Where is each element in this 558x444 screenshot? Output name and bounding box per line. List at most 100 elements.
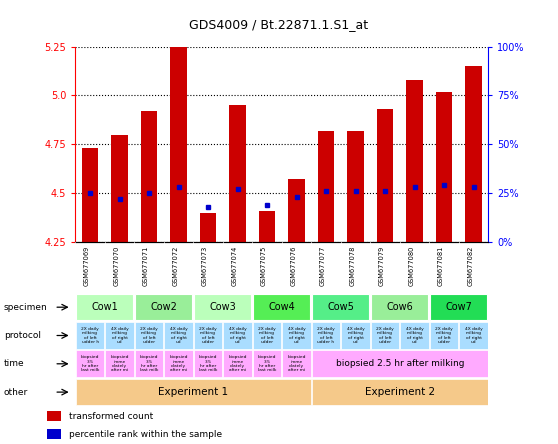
- Text: GSM677071: GSM677071: [143, 246, 149, 286]
- Bar: [165, 350, 193, 377]
- Bar: [194, 350, 222, 377]
- Bar: [105, 322, 134, 349]
- Bar: [82, 148, 98, 242]
- Bar: [465, 66, 482, 242]
- Text: Cow3: Cow3: [209, 302, 236, 312]
- Text: Experiment 2: Experiment 2: [365, 387, 435, 397]
- Text: Cow5: Cow5: [328, 302, 354, 312]
- Text: biopsied
imme
diately
after mi: biopsied imme diately after mi: [287, 355, 306, 372]
- Bar: [170, 47, 187, 242]
- Bar: [135, 294, 193, 320]
- Text: GSM677080: GSM677080: [408, 246, 415, 286]
- Text: 4X daily
milking
of right
ud: 4X daily milking of right ud: [229, 327, 247, 344]
- Bar: [282, 322, 311, 349]
- Bar: [430, 294, 487, 320]
- Bar: [112, 135, 128, 242]
- Text: biopsied
3.5
hr after
last milk: biopsied 3.5 hr after last milk: [199, 355, 217, 372]
- Bar: [400, 322, 429, 349]
- Text: biopsied
imme
diately
after mi: biopsied imme diately after mi: [169, 355, 188, 372]
- Text: 4X daily
milking
of right
ud: 4X daily milking of right ud: [288, 327, 305, 344]
- Bar: [47, 411, 61, 421]
- Bar: [165, 322, 193, 349]
- Text: GSM677073: GSM677073: [202, 246, 208, 286]
- Bar: [253, 322, 281, 349]
- Bar: [459, 322, 488, 349]
- Text: GSM677079: GSM677079: [379, 246, 385, 286]
- Bar: [135, 322, 163, 349]
- Bar: [223, 350, 252, 377]
- Bar: [76, 350, 104, 377]
- Bar: [371, 322, 399, 349]
- Bar: [253, 294, 310, 320]
- Bar: [282, 350, 311, 377]
- Text: GSM677082: GSM677082: [468, 246, 474, 286]
- Text: 2X daily
milking
of left
udder: 2X daily milking of left udder: [199, 327, 217, 344]
- Text: 4X daily
milking
of right
ud: 4X daily milking of right ud: [406, 327, 424, 344]
- Bar: [430, 322, 458, 349]
- Text: biopsied
3.5
hr after
last milk: biopsied 3.5 hr after last milk: [81, 355, 99, 372]
- Bar: [223, 322, 252, 349]
- Text: specimen: specimen: [4, 303, 47, 312]
- Text: 2X daily
milking
of left
udder h: 2X daily milking of left udder h: [81, 327, 99, 344]
- Text: transformed count: transformed count: [69, 412, 153, 420]
- Bar: [436, 91, 452, 242]
- Text: Experiment 1: Experiment 1: [158, 387, 228, 397]
- Bar: [229, 105, 246, 242]
- Bar: [76, 379, 311, 405]
- Text: GSM677072: GSM677072: [172, 246, 179, 286]
- Bar: [348, 131, 364, 242]
- Bar: [312, 294, 369, 320]
- Text: Cow7: Cow7: [445, 302, 472, 312]
- Bar: [47, 429, 61, 440]
- Bar: [200, 213, 216, 242]
- Text: 2X daily
milking
of left
udder: 2X daily milking of left udder: [258, 327, 276, 344]
- Bar: [141, 111, 157, 242]
- Text: Cow6: Cow6: [386, 302, 413, 312]
- Text: 2X daily
milking
of left
udder: 2X daily milking of left udder: [435, 327, 453, 344]
- Text: biopsied
3.5
hr after
last milk: biopsied 3.5 hr after last milk: [140, 355, 158, 372]
- Text: percentile rank within the sample: percentile rank within the sample: [69, 430, 222, 439]
- Text: Cow2: Cow2: [150, 302, 177, 312]
- Text: time: time: [4, 359, 25, 369]
- Bar: [312, 322, 340, 349]
- Text: 4X daily
milking
of right
ud: 4X daily milking of right ud: [465, 327, 482, 344]
- Bar: [194, 294, 252, 320]
- Bar: [135, 350, 163, 377]
- Text: biopsied
imme
diately
after mi: biopsied imme diately after mi: [110, 355, 129, 372]
- Text: 2X daily
milking
of left
udder: 2X daily milking of left udder: [140, 327, 158, 344]
- Text: 4X daily
milking
of right
ud: 4X daily milking of right ud: [170, 327, 187, 344]
- Text: GSM677070: GSM677070: [114, 246, 119, 286]
- Text: GSM677081: GSM677081: [438, 246, 444, 286]
- Text: GSM677075: GSM677075: [261, 246, 267, 286]
- Text: GSM677077: GSM677077: [320, 246, 326, 286]
- Text: GSM677074: GSM677074: [232, 246, 238, 286]
- Text: other: other: [4, 388, 28, 396]
- Bar: [288, 179, 305, 242]
- Bar: [341, 322, 370, 349]
- Bar: [253, 350, 281, 377]
- Text: biopsied
imme
diately
after mi: biopsied imme diately after mi: [228, 355, 247, 372]
- Text: 4X daily
milking
of right
ud: 4X daily milking of right ud: [347, 327, 364, 344]
- Text: biopsied 2.5 hr after milking: biopsied 2.5 hr after milking: [335, 359, 464, 369]
- Text: protocol: protocol: [4, 331, 41, 340]
- Bar: [76, 322, 104, 349]
- Text: GSM677078: GSM677078: [349, 246, 355, 286]
- Bar: [76, 294, 133, 320]
- Bar: [105, 350, 134, 377]
- Bar: [312, 350, 488, 377]
- Bar: [371, 294, 429, 320]
- Text: 2X daily
milking
of left
udder: 2X daily milking of left udder: [376, 327, 394, 344]
- Text: 4X daily
milking
of right
ud: 4X daily milking of right ud: [110, 327, 128, 344]
- Text: biopsied
3.5
hr after
last milk: biopsied 3.5 hr after last milk: [258, 355, 276, 372]
- Bar: [194, 322, 222, 349]
- Text: GDS4009 / Bt.22871.1.S1_at: GDS4009 / Bt.22871.1.S1_at: [189, 18, 369, 31]
- Text: 2X daily
milking
of left
udder h: 2X daily milking of left udder h: [317, 327, 335, 344]
- Text: GSM677076: GSM677076: [291, 246, 296, 286]
- Bar: [406, 80, 422, 242]
- Text: Cow4: Cow4: [268, 302, 295, 312]
- Bar: [377, 109, 393, 242]
- Text: Cow1: Cow1: [92, 302, 118, 312]
- Bar: [318, 131, 334, 242]
- Bar: [312, 379, 488, 405]
- Bar: [259, 211, 275, 242]
